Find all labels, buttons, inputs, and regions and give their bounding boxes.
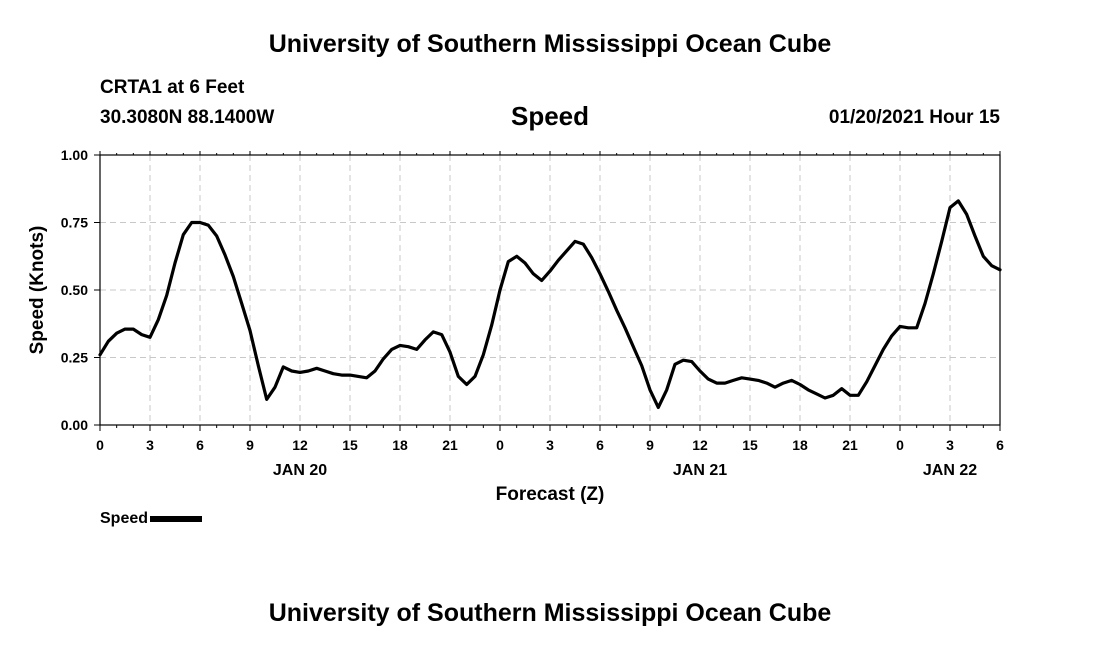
x-tick-label: 0 [496,437,504,453]
x-tick-label: 0 [896,437,904,453]
date-label: JAN 20 [273,462,327,479]
station-coordinates: 30.3080N 88.1400W [100,107,275,128]
x-axis-label: Forecast (Z) [496,484,605,505]
chart-series [98,199,1002,409]
y-tick-label: 0.00 [61,417,88,433]
y-tick-label: 0.75 [61,215,88,231]
x-tick-label: 15 [742,437,758,453]
x-tick-label: 3 [146,437,154,453]
x-tick-label: 18 [792,437,808,453]
x-tick-label: 12 [692,437,708,453]
forecast-datetime: 01/20/2021 Hour 15 [828,107,1000,128]
y-tick-label: 0.50 [61,282,88,298]
x-tick-label: 12 [292,437,308,453]
x-tick-label: 3 [946,437,954,453]
x-tick-label: 6 [596,437,604,453]
x-tick-label: 9 [246,437,254,453]
x-tick-label: 6 [996,437,1004,453]
date-label: JAN 22 [923,462,977,479]
legend-swatch [150,516,203,522]
y-axis-label: Speed (Knots) [27,226,48,355]
chart-title: Speed [510,101,590,131]
y-tick-label: 1.00 [61,147,88,163]
date-label: JAN 21 [673,462,727,479]
x-tick-label: 15 [342,437,358,453]
x-tick-label: 6 [196,437,204,453]
station-label: CRTA1 at 6 Feet [100,77,245,98]
x-tick-label: 9 [646,437,654,453]
chart-grid [100,155,1000,425]
x-tick-label: 0 [96,437,104,453]
page-title: University of Southern Mississippi Ocean… [268,30,832,58]
x-tick-label: 18 [392,437,408,453]
y-tick-label: 0.25 [61,350,88,366]
speed-series-line [98,199,1002,409]
footer-title: University of Southern Mississippi Ocean… [268,599,832,627]
x-tick-label: 3 [546,437,554,453]
x-tick-label: 21 [442,437,458,453]
x-tick-label: 21 [842,437,858,453]
chart-legend: Speed [100,510,203,530]
chart-ticks: 0.00 0.25 0.50 0.75 1.00 0 3 6 9 12 15 18 21 0 3 6 9 12 15… [61,147,1004,479]
legend-label: Speed [100,510,149,527]
